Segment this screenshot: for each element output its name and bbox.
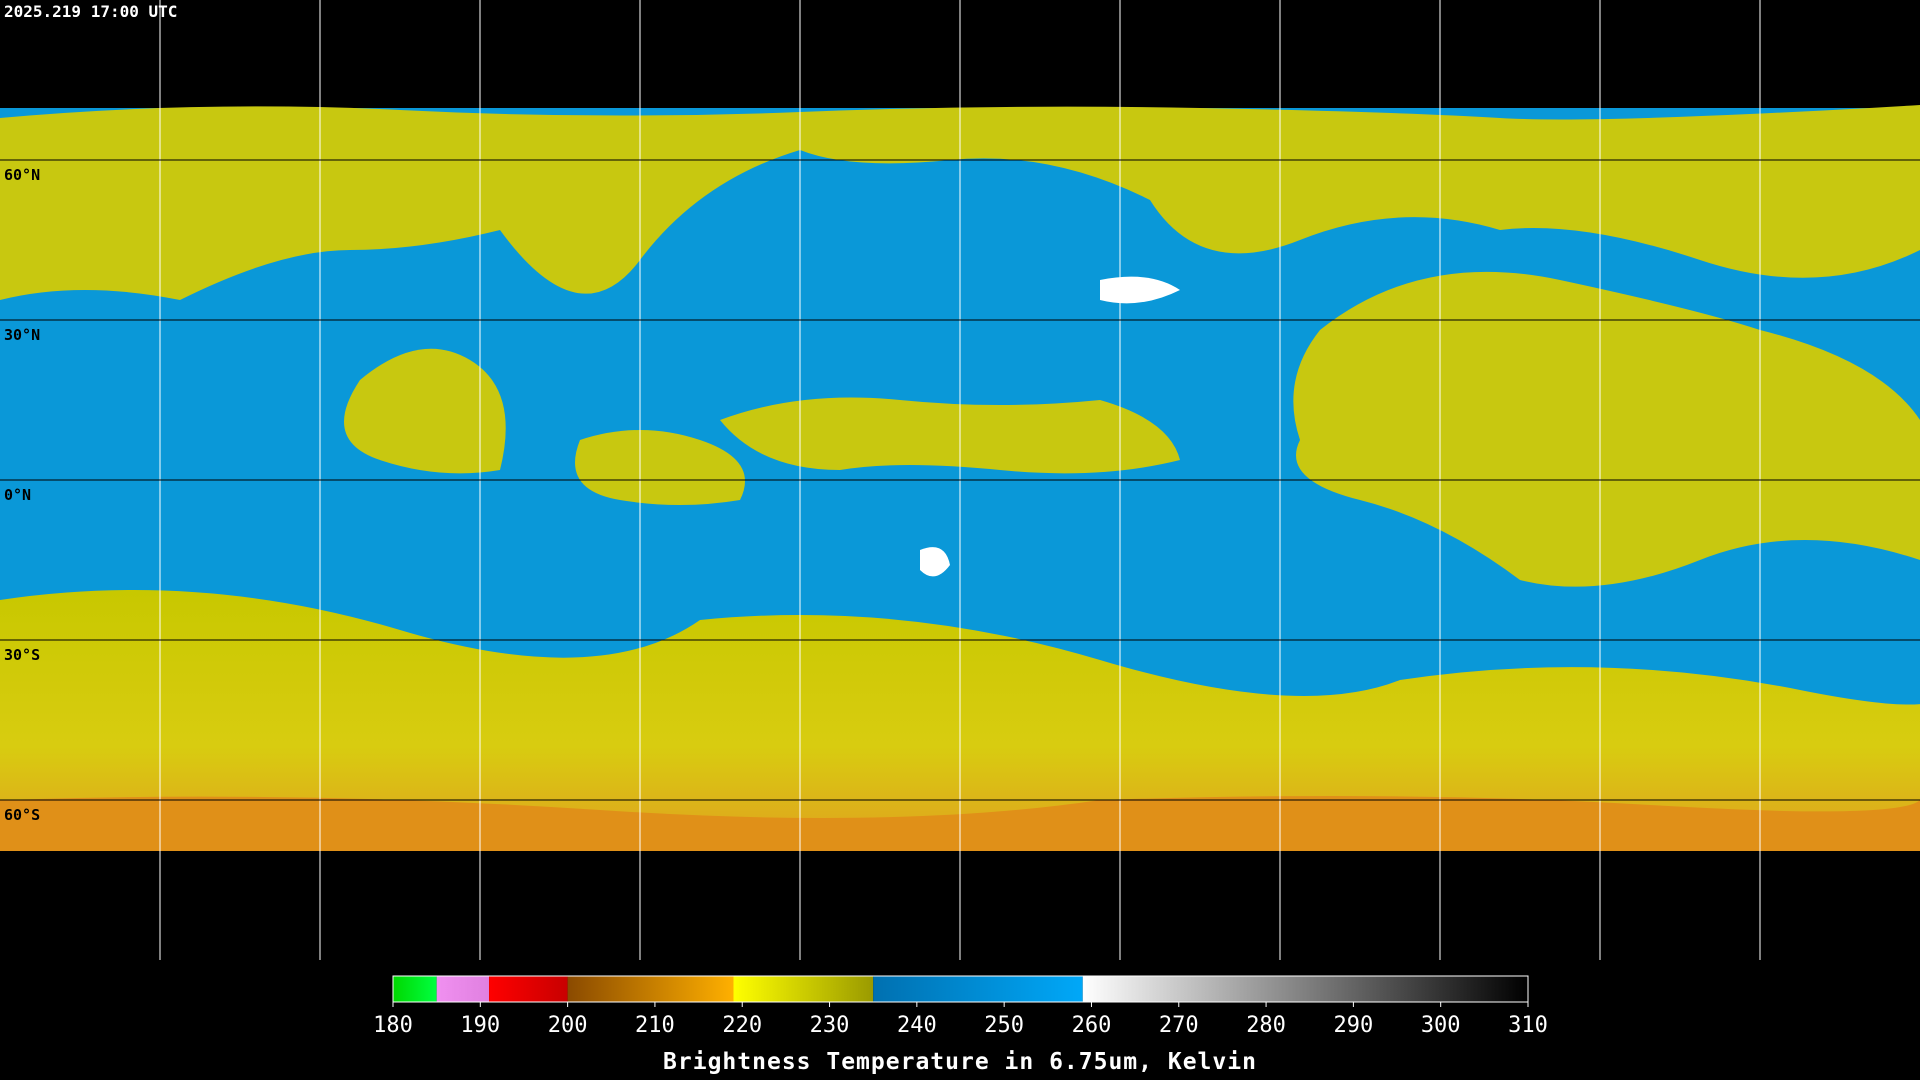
colorbar: 180 190 200 210 220 230 240 250 260 270 280 290 300 3… [373,975,1548,1038]
colorbar-frame [392,975,1529,1003]
latitude-label: 60°N [4,166,40,184]
colorbar-segment [393,976,437,1002]
latitude-label: 0°N [4,486,31,504]
timestamp: 2025.219 17:00 UTC [4,2,177,21]
convection-africa [720,397,1180,474]
latitude-labels: 60°N 30°N 0°N 30°S 60°S [4,166,40,824]
latitude-label: 60°S [4,806,40,824]
colorbar-segment [489,976,568,1002]
colorbar-segment [567,976,734,1002]
moisture-band-asia [1293,271,1920,587]
latitude-label: 30°N [4,326,40,344]
colorbar-tick-label: 190 [460,1013,500,1038]
colorbar-segment [1082,976,1528,1002]
colorbar-tick-label: 260 [1072,1013,1112,1038]
colorbar-tick-label: 200 [548,1013,588,1038]
colorbar-tick-label: 240 [897,1013,937,1038]
latitude-label: 30°S [4,646,40,664]
convection-america [344,348,506,474]
colorbar-tick-label: 250 [984,1013,1024,1038]
colorbar-label: Brightness Temperature in 6.75um, Kelvin [663,1049,1257,1075]
colorbar-tick-label: 270 [1159,1013,1199,1038]
colorbar-segment [733,976,874,1002]
colorbar-segment [436,976,490,1002]
convection-atlantic [575,430,745,505]
colorbar-tick-label: 210 [635,1013,675,1038]
colorbar-segment [873,976,1083,1002]
colorbar-tick-label: 280 [1246,1013,1286,1038]
colorbar-tick-label: 290 [1334,1013,1374,1038]
colorbar-tick-label: 310 [1508,1013,1548,1038]
warm-spot [920,547,950,577]
grid [0,0,1920,960]
colorbar-tick-label: 180 [373,1013,413,1038]
colorbar-tick-label: 300 [1421,1013,1461,1038]
colorbar-tick-label: 220 [722,1013,762,1038]
colorbar-tick-label: 230 [810,1013,850,1038]
